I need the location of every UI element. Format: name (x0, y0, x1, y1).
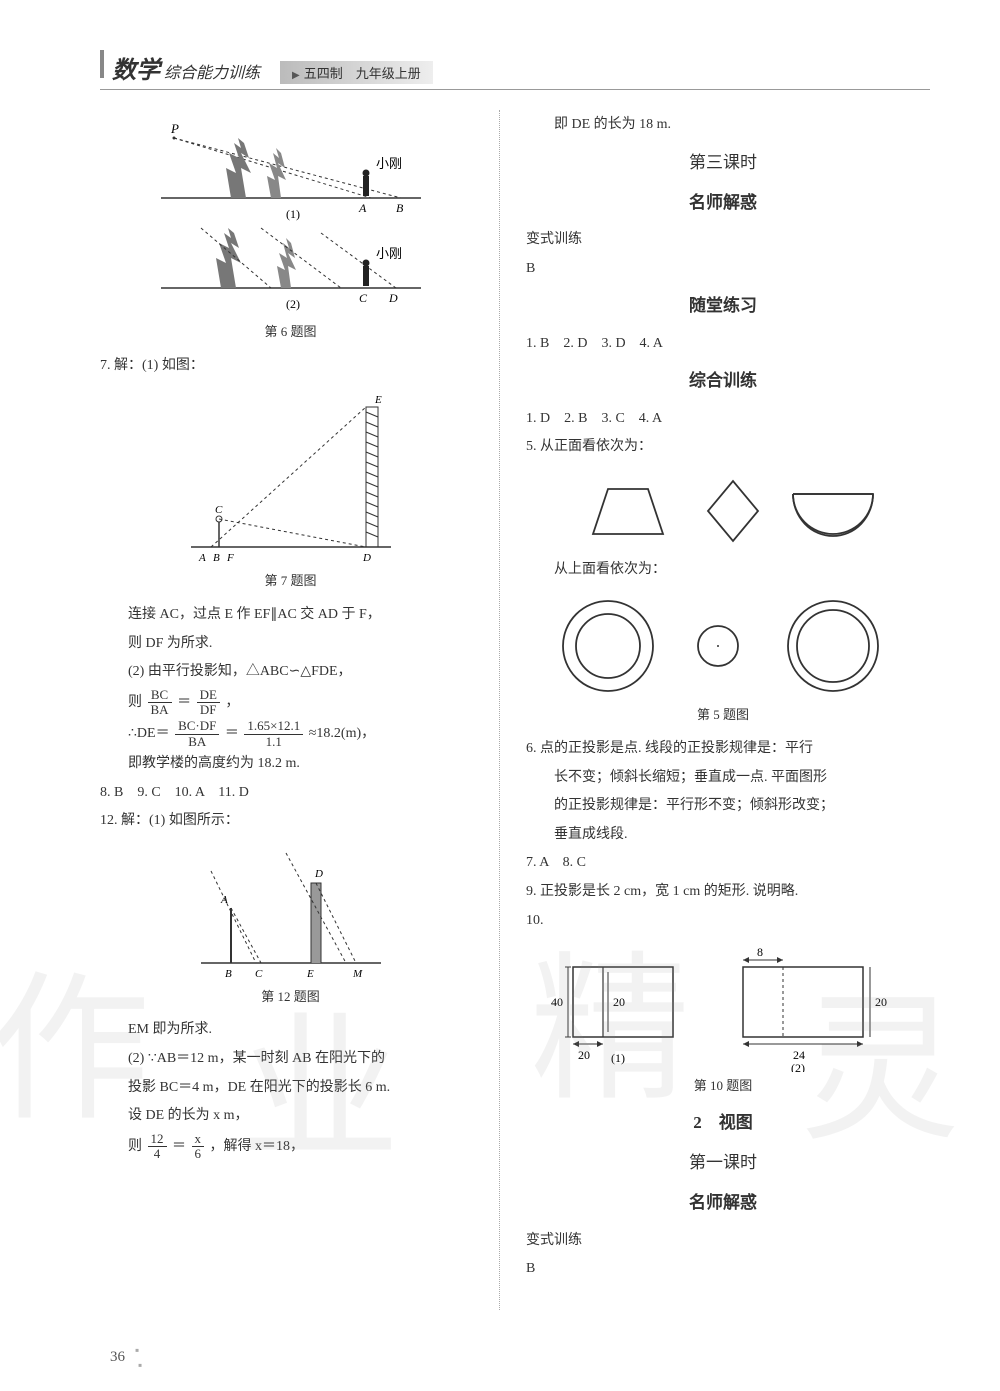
mingshi-title-1: 名师解惑 (526, 187, 920, 219)
q7-line3: (2) 由平行投影知，△ABC∽△FDE， (100, 659, 481, 686)
fig12-B: B (225, 968, 232, 980)
subject-label: 数学 (112, 50, 160, 85)
q7-therefore-line: ∴DE＝ BC·DFBA ＝ 1.65×12.11.1 ≈18.2(m)， (100, 719, 481, 749)
fig6-caption: 第 6 题图 (100, 320, 481, 345)
chapter2-title: 2 视图 (526, 1107, 920, 1139)
q8-11-answers: 8. B 9. C 10. A 11. D (100, 780, 481, 807)
fig12-M: M (352, 968, 363, 980)
q6-line1: 6. 点的正投影是点. 线段的正投影规律是：平行 (526, 736, 920, 763)
q10-intro: 10. (526, 908, 920, 935)
figure-12-svg: A B C D E M (181, 843, 401, 983)
lesson3-title: 第三课时 (526, 147, 920, 179)
figure-10: 40 20 20 (1) 8 20 24 (526, 942, 920, 1099)
frac-x-6: x6 (192, 1132, 205, 1162)
fig10-d20a: 20 (613, 995, 625, 1009)
q12-intro: 12. 解：(1) 如图所示： (100, 808, 481, 835)
fig7-C: C (215, 504, 223, 516)
fig6-xiaogang-2: 小刚 (376, 246, 402, 261)
fig10-d20b: 20 (578, 1048, 590, 1062)
q6-line2: 长不变；倾斜长缩短；垂直成一点. 平面图形 (526, 765, 920, 792)
fig7-D: D (362, 552, 371, 564)
fig10-d24: 24 (793, 1048, 805, 1062)
q12-line4: 设 DE 的长为 x m， (100, 1103, 481, 1130)
figure-7: A B F C D E 第 7 题图 (100, 387, 481, 594)
lesson1-title: 第一课时 (526, 1147, 920, 1179)
q12-line3: 投影 BC＝4 m，DE 在阳光下的投影长 6 m. (100, 1075, 481, 1102)
header-accent-bar (100, 50, 104, 78)
fig12-C: C (255, 968, 263, 980)
fig7-E: E (374, 394, 382, 406)
q5-intro: 5. 从正面看依次为： (526, 434, 920, 461)
q12-line1: EM 即为所求. (100, 1017, 481, 1044)
fig10-d40: 40 (551, 995, 563, 1009)
zonghe-title: 综合训练 (526, 365, 920, 397)
figure-5-top: 第 5 题图 (526, 591, 920, 728)
right-column: 即 DE 的长为 18 m. 第三课时 名师解惑 变式训练 B 随堂练习 1. … (520, 110, 920, 1310)
q12-line2: (2) ∵AB＝12 m，某一时刻 AB 在阳光下的 (100, 1046, 481, 1073)
q7-8-answers: 7. A 8. C (526, 850, 920, 877)
figure-5-front-svg (553, 469, 893, 549)
fig6-A: A (358, 201, 367, 215)
bianshi-label-1: 变式训练 (526, 227, 920, 254)
fig6-xiaogang-1: 小刚 (376, 156, 402, 171)
fig7-F: F (226, 552, 234, 564)
fig12-caption: 第 12 题图 (100, 985, 481, 1010)
figure-6: P 小刚 A B (1) (100, 118, 481, 345)
q5-top-intro: 从上面看依次为： (526, 557, 920, 584)
q9-text: 9. 正投影是长 2 cm，宽 1 cm 的矩形. 说明略. (526, 879, 920, 906)
fig6-sub2: (2) (286, 297, 300, 311)
q7-line2: 则 DF 为所求. (100, 631, 481, 658)
q7-line1: 连接 AC，过点 E 作 EF∥AC 交 AD 于 F， (100, 602, 481, 629)
frac-de-df: DEDF (197, 688, 220, 718)
mingshi-title-2: 名师解惑 (526, 1187, 920, 1219)
fig7-A: A (198, 552, 206, 564)
frac-numeric: 1.65×12.11.1 (244, 719, 303, 749)
fig10-sub1: (1) (611, 1051, 625, 1065)
subtitle-label: 综合能力训练 (164, 59, 260, 83)
q6-line3: 的正投影规律是：平行形不变；倾斜形改变； (526, 793, 920, 820)
q7-line4: 即教学楼的高度约为 18.2 m. (100, 751, 481, 778)
bianshi-ans-1: B (526, 256, 920, 283)
fig10-d8: 8 (757, 945, 763, 959)
suitang-answers: 1. B 2. D 3. D 4. A (526, 331, 920, 358)
fig6-P: P (170, 121, 179, 136)
fig10-d20c: 20 (875, 995, 887, 1009)
q7-fraction-line: 则 BCBA ＝ DEDF ， (100, 688, 481, 718)
page-number: 36 (110, 1349, 125, 1366)
figure-10-svg: 40 20 20 (1) 8 20 24 (543, 942, 903, 1072)
fig12-D: D (314, 868, 323, 880)
zonghe-answers: 1. D 2. B 3. C 4. A (526, 406, 920, 433)
fig12-A: A (220, 894, 228, 906)
q12-fraction-line: 则 124 ＝ x6 ，解得 x＝18， (100, 1132, 481, 1162)
figure-6-svg: P 小刚 A B (1) (141, 118, 441, 318)
suitang-title: 随堂练习 (526, 290, 920, 322)
fig6-sub1: (1) (286, 207, 300, 221)
fig10-caption: 第 10 题图 (526, 1074, 920, 1099)
frac-12-4: 124 (148, 1132, 167, 1162)
page-header: 数学 综合能力训练 五四制 九年级上册 (100, 50, 930, 90)
figure-5-top-svg (543, 591, 903, 701)
right-top-line: 即 DE 的长为 18 m. (526, 112, 920, 139)
figure-5-front (526, 469, 920, 549)
frac-bc-ba: BCBA (148, 688, 172, 718)
figure-7-svg: A B F C D E (171, 387, 411, 567)
bianshi-ans-2: B (526, 1256, 920, 1283)
page-decoration: ▪ ▪ (135, 1343, 142, 1373)
fig5-caption: 第 5 题图 (526, 703, 920, 728)
fig6-D: D (388, 291, 398, 305)
q6-line4: 垂直成线段. (526, 822, 920, 849)
fig10-sub2: (2) (791, 1061, 805, 1072)
fig7-caption: 第 7 题图 (100, 569, 481, 594)
fig12-E: E (306, 968, 314, 980)
frac-bcdf-ba: BC·DFBA (175, 719, 219, 749)
figure-12: A B C D E M 第 12 题图 (100, 843, 481, 1010)
bianshi-label-2: 变式训练 (526, 1228, 920, 1255)
fig6-C: C (359, 291, 368, 305)
grade-badge: 五四制 九年级上册 (280, 61, 433, 84)
fig7-B: B (213, 552, 220, 564)
fig6-B: B (396, 201, 404, 215)
content-columns: P 小刚 A B (1) (100, 110, 930, 1310)
q7-intro: 7. 解：(1) 如图： (100, 353, 481, 380)
left-column: P 小刚 A B (1) (100, 110, 500, 1310)
